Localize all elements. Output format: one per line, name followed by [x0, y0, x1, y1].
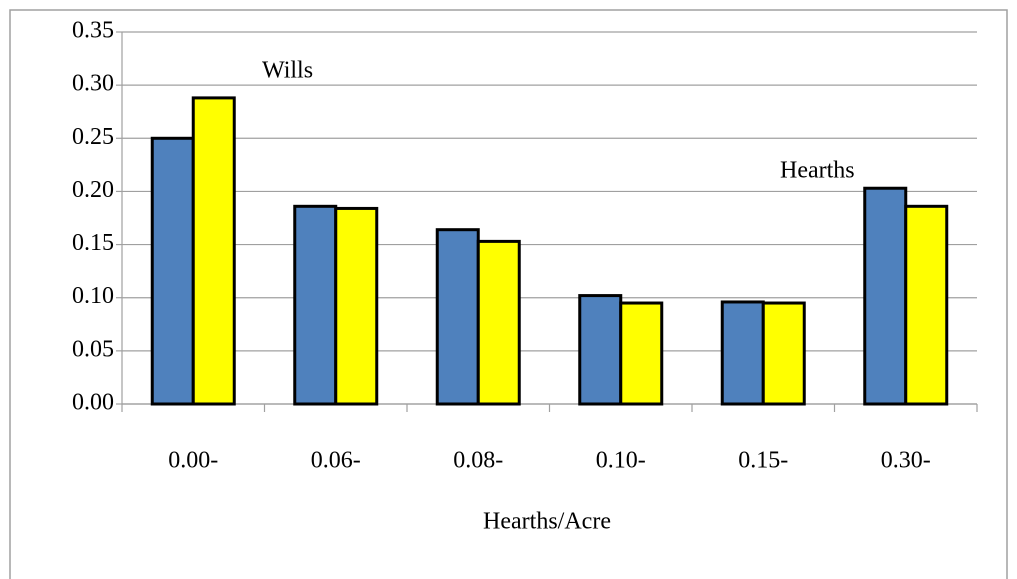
y-tick-label: 0.25	[72, 124, 114, 150]
x-tick-label: 0.10-	[596, 448, 646, 474]
series-annotation: Wills	[262, 58, 313, 84]
x-tick-label: 0.06-	[311, 448, 361, 474]
y-tick-label: 0.35	[72, 18, 114, 44]
y-tick-label: 0.05	[72, 336, 114, 362]
bar	[293, 204, 338, 406]
y-tick-label: 0.15	[72, 230, 114, 256]
chart-border	[9, 9, 1008, 579]
y-tick-label: 0.00	[72, 390, 114, 416]
series-annotation: Hearths	[780, 158, 855, 184]
y-tick-label: 0.30	[72, 71, 114, 97]
bar	[334, 206, 379, 406]
bar	[476, 239, 521, 406]
bar	[435, 228, 480, 406]
bar	[904, 204, 949, 406]
y-tick-label: 0.10	[72, 283, 114, 309]
x-tick-label: 0.30-	[881, 448, 931, 474]
bar	[863, 186, 908, 406]
bar	[150, 136, 195, 406]
bar	[720, 300, 765, 406]
bar	[619, 301, 664, 406]
x-tick-label: 0.00-	[168, 448, 218, 474]
bar	[578, 294, 623, 406]
bar	[191, 96, 236, 406]
y-tick-label: 0.20	[72, 177, 114, 203]
x-tick-label: 0.15-	[738, 448, 788, 474]
x-tick-label: 0.08-	[453, 448, 503, 474]
bar	[761, 301, 806, 406]
x-axis-title: Hearths/Acre	[483, 509, 611, 535]
